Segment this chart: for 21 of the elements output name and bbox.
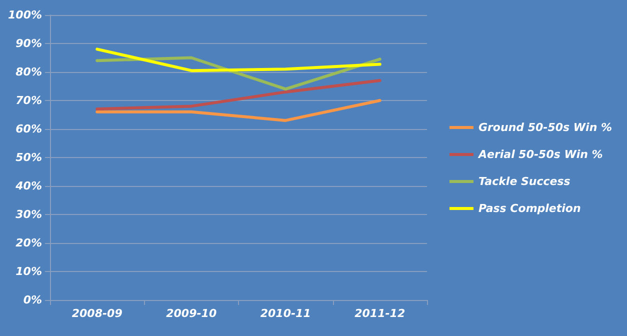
y-tick-label: 0%	[23, 294, 42, 306]
y-tick-label: 10%	[16, 265, 42, 278]
y-tick-label: 30%	[16, 208, 42, 221]
x-tick-label: 2011-12	[354, 307, 406, 320]
y-tick-label: 80%	[16, 66, 42, 78]
line-series	[96, 79, 382, 111]
x-tick-label: 2010-11	[260, 307, 311, 320]
y-tick-label: 50%	[16, 151, 42, 164]
legend-label: Tackle Success	[478, 175, 571, 188]
x-tick-label: 2008-09	[72, 307, 123, 320]
y-tick-label: 60%	[16, 122, 42, 136]
y-tick-label: 70%	[16, 94, 42, 107]
line-series	[96, 48, 382, 72]
legend-label: Aerial 50-50s Win %	[477, 148, 603, 161]
legend-label: Pass Completion	[478, 202, 581, 215]
y-tick-label: 40%	[14, 180, 42, 192]
legend-label: Ground 50-50s Win %	[478, 121, 612, 134]
y-tick-label: 100%	[8, 8, 42, 22]
x-tick-label: 2009-10	[166, 307, 217, 320]
y-tick-label: 20%	[16, 236, 42, 250]
y-tick-label: 90%	[16, 37, 42, 50]
